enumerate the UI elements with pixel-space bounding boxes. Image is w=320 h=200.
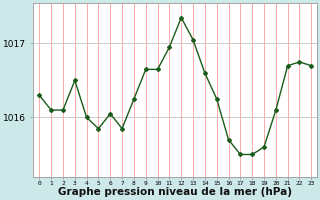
X-axis label: Graphe pression niveau de la mer (hPa): Graphe pression niveau de la mer (hPa) [58, 187, 292, 197]
